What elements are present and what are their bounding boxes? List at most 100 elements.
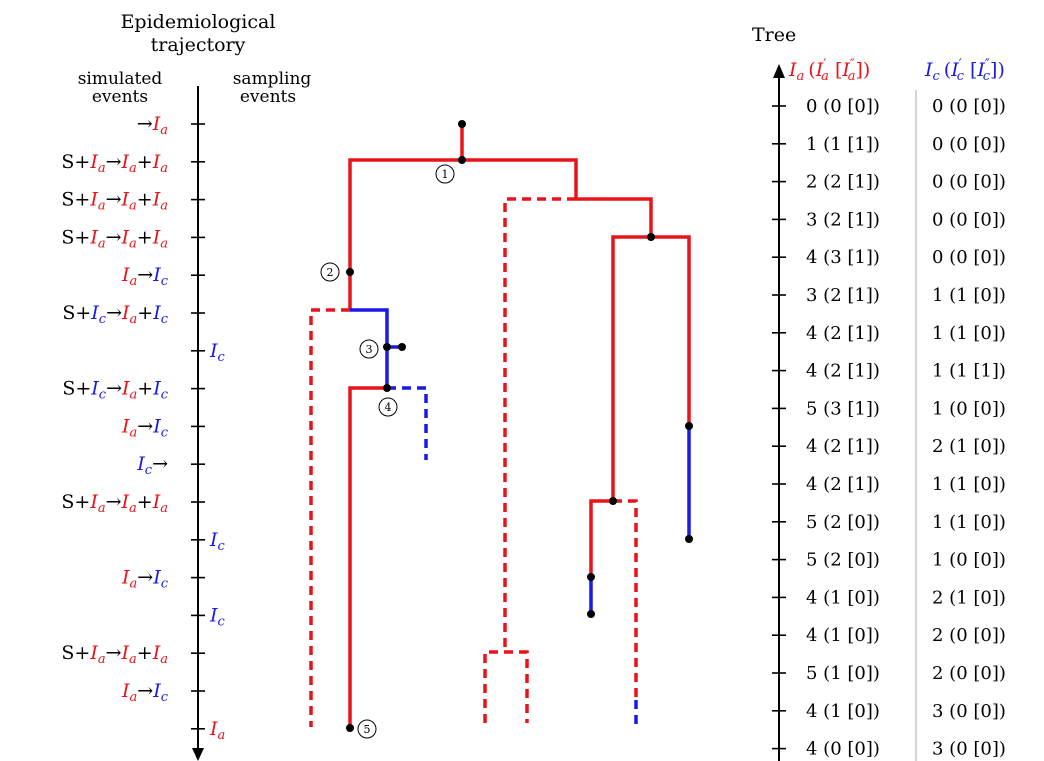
table-cell-ic: 1 (1 [1]) <box>932 361 1006 382</box>
table-cell-ic: 1 (1 [0]) <box>932 323 1006 344</box>
table-cell-ia: 5 (3 [1]) <box>806 398 880 419</box>
tree-axis-arrowhead <box>773 64 785 78</box>
table-cell-ic: 3 (0 [0]) <box>932 701 1006 722</box>
simulated-event: S+Ia→Ia+Ia <box>61 642 168 667</box>
table-cell-ia: 4 (2 [1]) <box>806 361 880 382</box>
tree-node <box>458 156 466 164</box>
tree-node <box>685 422 693 430</box>
simulated-event: Ia→Ic <box>121 567 169 592</box>
branch-unsampled-1 <box>503 197 576 652</box>
table-cell-ic: 2 (1 [0]) <box>932 436 1006 457</box>
svg-text:3: 3 <box>366 343 373 356</box>
table-cell-ic: 2 (1 [0]) <box>932 587 1006 608</box>
svg-text:1: 1 <box>442 168 449 181</box>
simulated-event: S+Ia→Ia+Ia <box>61 189 168 214</box>
simulated-event: S+Ic→Ia+Ic <box>62 378 168 403</box>
sampling-events-header-line1: sampling <box>233 69 312 89</box>
node-label-1: 1 <box>435 164 455 184</box>
phylogenetic-tree: 1 2 3 4 5 <box>309 120 693 739</box>
svg-text:2: 2 <box>327 266 334 279</box>
tree-node <box>685 535 693 543</box>
branch-ic-left <box>350 308 389 388</box>
simulated-event: S+Ia→Ia+Ia <box>61 226 168 251</box>
table-cell-ic: 1 (1 [0]) <box>932 474 1006 495</box>
sampling-event: Ic <box>209 340 226 365</box>
table-cell-ia: 4 (2 [1]) <box>806 474 880 495</box>
simulated-events-column: →Ia S+Ia→Ia+Ia S+Ia→Ia+Ia S+Ia→Ia+Ia Ia→Ic S+… <box>61 113 168 705</box>
table-cell-ia: 4 (2 [1]) <box>806 323 880 344</box>
table-cell-ic: 0 (0 [0]) <box>932 247 1006 268</box>
table-cell-ia: 1 (1 [1]) <box>806 134 880 155</box>
simulated-event: →Ia <box>137 113 168 138</box>
sampling-events-column: Ic Ic Ic Ia <box>209 340 226 743</box>
tree-title: Tree <box>752 24 796 46</box>
svg-text:4: 4 <box>385 401 392 414</box>
tree-node <box>346 724 354 732</box>
simulated-event: Ia→Ic <box>121 415 169 440</box>
branch-left-dashed <box>309 308 350 727</box>
table-cell-ic: 0 (0 [0]) <box>932 209 1006 230</box>
sampling-events-header-line2: events <box>240 87 296 107</box>
simulated-event: S+Ia→Ia+Ia <box>61 491 168 516</box>
table-cell-ic: 1 (1 [0]) <box>932 512 1006 533</box>
table-cell-ic: 3 (0 [0]) <box>932 739 1006 760</box>
table-cell-ic: 0 (0 [0]) <box>932 134 1006 155</box>
tree-count-table: 0 (0 [0]) 0 (0 [0]) 1 (1 [1]) 0 (0 [0]) 2 (2… <box>806 96 1006 760</box>
svg-text:5: 5 <box>364 723 371 736</box>
table-cell-ia: 4 (1 [0]) <box>806 587 880 608</box>
tree-node <box>383 343 391 351</box>
trajectory-title-line1: Epidemiological <box>121 11 276 33</box>
simulated-events-header-line1: simulated <box>78 69 163 89</box>
simulated-events-header-line2: events <box>92 87 148 107</box>
table-cell-ic: 2 (0 [0]) <box>932 663 1006 684</box>
table-cell-ic: 0 (0 [0]) <box>932 172 1006 193</box>
table-cell-ia: 3 (2 [1]) <box>806 209 880 230</box>
table-cell-ia: 5 (1 [0]) <box>806 663 880 684</box>
tree-node <box>587 573 595 581</box>
table-cell-ic: 1 (0 [0]) <box>932 550 1006 571</box>
sampling-event: Ic <box>209 604 226 629</box>
branch-node-6 <box>611 235 691 501</box>
table-cell-ia: 4 (1 [0]) <box>806 701 880 722</box>
simulated-event: Ia→Ic <box>121 264 169 289</box>
tree-node <box>647 233 655 241</box>
branch-node-6-dashed <box>613 499 638 700</box>
table-cell-ia: 2 (2 [1]) <box>806 172 880 193</box>
tree-node <box>346 268 354 276</box>
table-cell-ia: 4 (0 [0]) <box>806 739 880 760</box>
branch-root-split <box>348 158 578 272</box>
tree-node <box>609 497 617 505</box>
trajectory-ticks <box>191 123 205 730</box>
tree-ticks <box>772 105 786 750</box>
table-cell-ia: 4 (3 [1]) <box>806 247 880 268</box>
tree-node <box>383 384 391 392</box>
tree-header-ic: Ic (I′ c [I″ c]) <box>924 57 1005 84</box>
node-label-4: 4 <box>378 397 398 417</box>
table-cell-ia: 5 (2 [0]) <box>806 550 880 571</box>
simulated-event: Ia→Ic <box>121 680 169 705</box>
table-cell-ic: 1 (0 [0]) <box>932 398 1006 419</box>
branch-node-6-split <box>589 499 613 577</box>
node-label-3: 3 <box>359 339 379 359</box>
branch-ic-dashed-left <box>387 386 428 460</box>
trajectory-title-line2: trajectory <box>151 34 246 56</box>
table-cell-ia: 5 (2 [0]) <box>806 512 880 533</box>
table-cell-ia: 0 (0 [0]) <box>806 96 880 117</box>
table-cell-ic: 1 (1 [0]) <box>932 285 1006 306</box>
simulated-event: S+Ia→Ia+Ia <box>61 151 168 176</box>
tree-node <box>458 120 466 128</box>
sampling-event: Ia <box>209 718 225 743</box>
branch-right-clade <box>576 197 653 237</box>
branch-node-4-red <box>348 386 387 728</box>
simulated-event: S+Ic→Ia+Ic <box>62 302 168 327</box>
simulated-event: Ic→ <box>136 453 168 478</box>
tree-node <box>587 610 595 618</box>
node-label-5: 5 <box>357 719 377 739</box>
trajectory-axis-arrowhead <box>192 748 204 761</box>
tree-header-ia: Ia (I′ a [I″ a]) <box>788 57 870 84</box>
node-label-2: 2 <box>320 262 340 282</box>
tree-node <box>398 343 406 351</box>
branch-unsampled-1-split <box>483 650 529 723</box>
table-cell-ia: 4 (1 [0]) <box>806 625 880 646</box>
